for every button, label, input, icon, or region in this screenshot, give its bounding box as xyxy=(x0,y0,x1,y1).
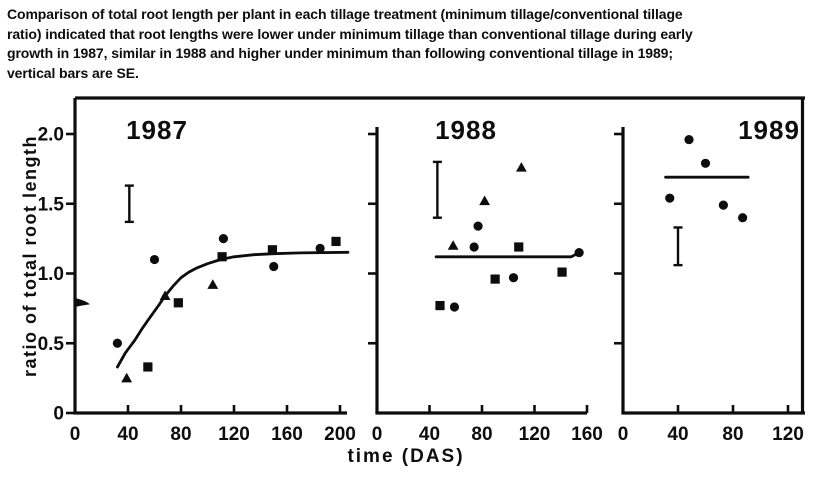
x-tick-label: 80 xyxy=(471,424,492,445)
x-tick-label: 40 xyxy=(117,424,138,445)
data-point-circle xyxy=(473,221,483,231)
data-point-circle xyxy=(269,261,279,272)
data-point-triangle xyxy=(207,279,219,289)
panel-1987: 0 0.5 1.0 1.5 2.0 0 40 80 120 160 200 1987 xyxy=(38,98,356,445)
data-point-circle xyxy=(469,242,479,252)
caption-line: Comparison of total root length per plan… xyxy=(7,6,683,22)
data-point-circle xyxy=(718,200,728,210)
data-point-square xyxy=(557,267,567,277)
data-point-triangle xyxy=(479,195,491,206)
y-tick-label: 1.5 xyxy=(38,194,65,215)
mean-line xyxy=(434,251,581,259)
x-tick-label: 120 xyxy=(218,424,250,445)
data-point-circle xyxy=(738,213,748,223)
data-point-circle xyxy=(700,158,711,168)
x-tick-label: 120 xyxy=(772,424,804,445)
y-tick-label: 0 xyxy=(53,404,64,425)
x-tick-label: 80 xyxy=(722,424,743,445)
data-point-square xyxy=(331,236,341,247)
x-tick-label: 0 xyxy=(372,424,383,445)
data-point-circle xyxy=(574,247,584,258)
panel-1988: 0 40 80 120 160 1988 xyxy=(368,115,603,445)
y-tick-label: 0.5 xyxy=(38,334,65,355)
figure-caption: Comparison of total root length per plan… xyxy=(7,5,693,83)
data-point-square xyxy=(217,252,227,262)
data-point-square xyxy=(435,300,445,311)
x-tick-label: 40 xyxy=(667,424,688,445)
data-point-square xyxy=(490,274,500,284)
panel-year-label: 1988 xyxy=(435,115,497,145)
panel-1989: 0 40 80 120 1989 xyxy=(614,115,805,445)
data-point-triangle xyxy=(515,162,527,172)
data-point-circle xyxy=(112,338,122,348)
x-tick-label: 120 xyxy=(519,424,551,445)
data-point-square xyxy=(267,245,278,255)
panel-year-label: 1989 xyxy=(738,115,800,145)
data-point-triangle xyxy=(121,372,133,383)
y-tick-label: 2.0 xyxy=(38,125,64,146)
data-point-triangle xyxy=(447,240,459,250)
x-tick-label: 160 xyxy=(271,424,303,445)
caption-line: growth in 1987, similar in 1988 and high… xyxy=(7,45,673,62)
data-point-circle xyxy=(684,134,694,145)
data-point-triangle xyxy=(159,290,171,301)
data-point-circle xyxy=(508,273,519,283)
y-tick-label: 1.0 xyxy=(38,264,64,285)
data-point-square xyxy=(514,242,524,252)
caption-line: vertical bars are SE. xyxy=(7,64,139,81)
x-tick-label: 200 xyxy=(324,424,356,445)
x-axis-label: time (DAS) xyxy=(347,446,465,467)
panel-year-label: 1987 xyxy=(126,115,188,145)
x-tick-label: 0 xyxy=(70,424,81,445)
x-tick-label: 80 xyxy=(170,424,191,445)
caption-line: ratio) indicated that root lengths were … xyxy=(7,25,693,42)
data-point-square xyxy=(173,298,183,308)
data-point-circle xyxy=(315,243,325,253)
x-tick-label: 40 xyxy=(419,424,440,445)
data-point-circle xyxy=(149,254,160,265)
x-tick-label: 160 xyxy=(571,424,603,445)
data-point-circle xyxy=(449,302,460,312)
x-tick-label: 0 xyxy=(618,424,629,445)
fit-curve xyxy=(116,250,350,369)
data-point-square xyxy=(143,362,153,372)
y-axis-break-mark xyxy=(76,298,90,307)
data-point-circle xyxy=(218,234,228,244)
data-point-circle xyxy=(665,193,675,203)
